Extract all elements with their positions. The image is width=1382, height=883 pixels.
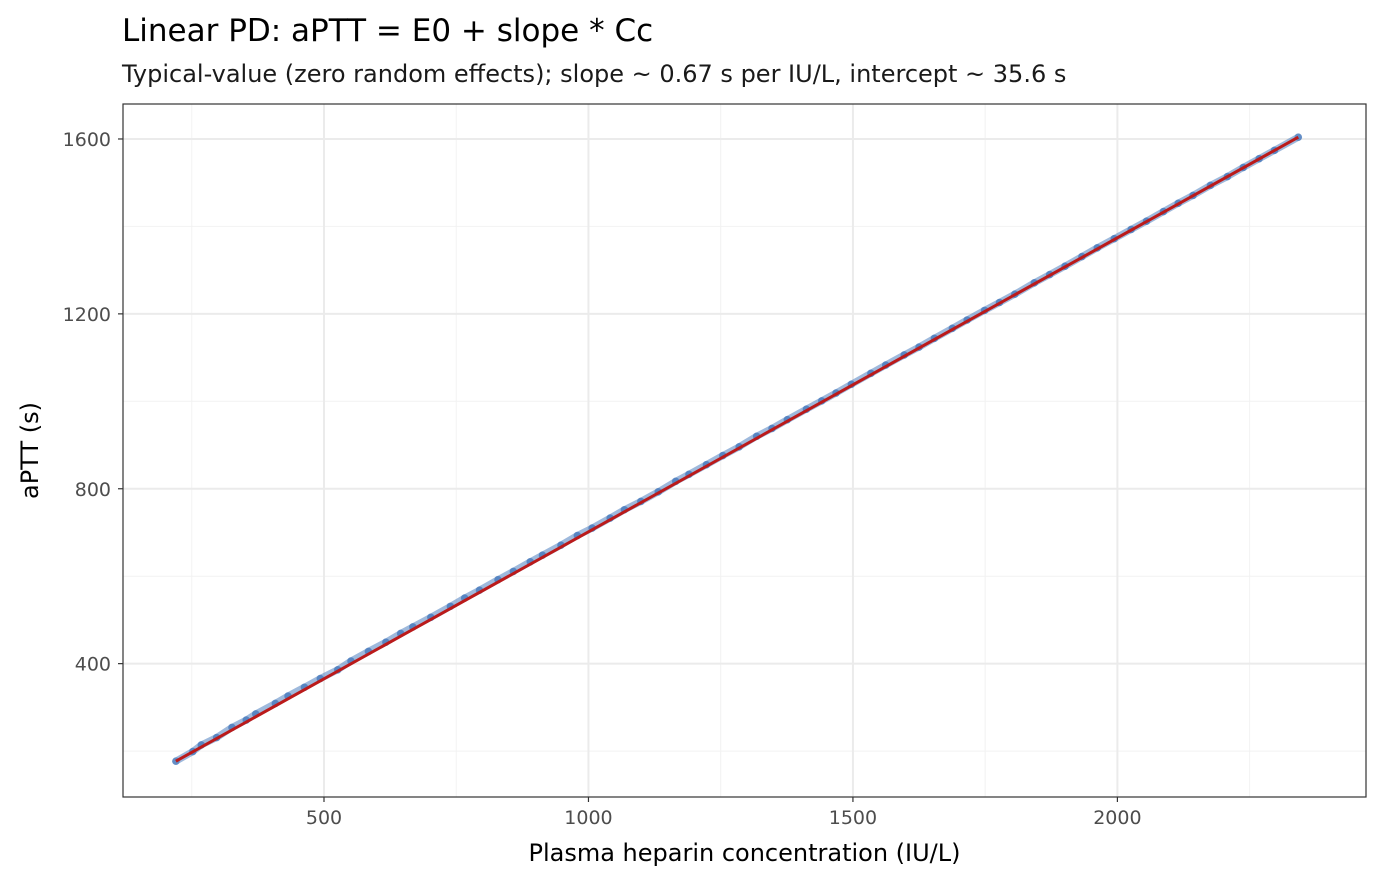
y-tick-label: 400	[75, 654, 111, 676]
plot-panel	[123, 104, 1366, 797]
x-axis: 500 1000 1500 2000	[306, 797, 1142, 829]
chart-subtitle: Typical-value (zero random effects); slo…	[121, 60, 1066, 88]
y-axis: 400 800 1200 1600	[63, 129, 123, 676]
x-tick-label: 2000	[1093, 807, 1141, 829]
plot-border	[122, 103, 1367, 798]
y-tick-label: 1200	[63, 304, 111, 326]
grid-major	[123, 104, 1366, 797]
x-tick-label: 500	[306, 807, 342, 829]
x-tick-label: 1000	[564, 807, 612, 829]
fit-line-layer	[175, 135, 1300, 763]
chart-title: Linear PD: aPTT = E0 + slope * Cc	[122, 13, 653, 49]
x-axis-title: Plasma heparin concentration (IU/L)	[528, 839, 960, 867]
y-axis-title: aPTT (s)	[16, 402, 44, 499]
x-tick-label: 1500	[829, 807, 877, 829]
y-tick-label: 1600	[63, 129, 111, 151]
y-tick-label: 800	[75, 479, 111, 501]
fit-line	[175, 135, 1300, 763]
grid-minor	[123, 104, 1366, 797]
